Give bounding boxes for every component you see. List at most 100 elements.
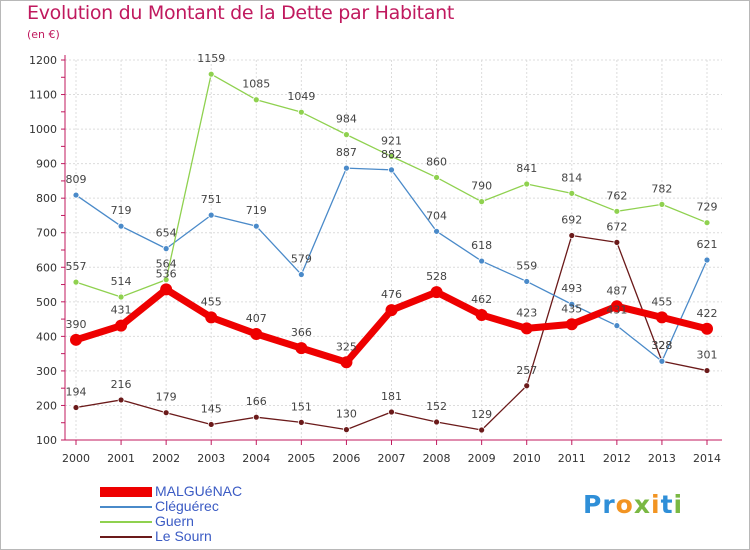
data-label-guern: 984	[336, 113, 357, 126]
data-label-cleguerec: 882	[381, 148, 402, 161]
data-label-cleguerec: 719	[246, 204, 267, 217]
data-label-malguenac: 536	[156, 267, 177, 280]
data-point-cleguerec	[568, 300, 576, 308]
data-point-le-sourn	[72, 404, 80, 411]
data-label-cleguerec: 431	[606, 304, 627, 317]
data-label-cleguerec: 621	[697, 238, 718, 251]
data-point-le-sourn	[162, 409, 170, 417]
legend-swatch-guern	[100, 521, 152, 523]
data-labels: 194 216 179 145 166 151 130 181 152 129 257 692 672 3…	[66, 52, 718, 421]
data-label-guern: 557	[66, 260, 87, 273]
data-point-cleguerec	[703, 256, 711, 264]
data-label-guern: 814	[561, 171, 582, 184]
data-label-malguenac: 476	[381, 288, 402, 301]
data-point-guern	[343, 131, 350, 139]
data-point-malguenac	[70, 333, 82, 346]
data-point-malguenac	[520, 322, 533, 335]
data-point-guern	[703, 219, 711, 227]
data-point-cleguerec	[388, 166, 395, 174]
axes: 100 200 300 400 500 600 700 800 900 1000 1100 1200 2…	[29, 54, 722, 465]
data-label-le-sourn: 194	[66, 386, 87, 399]
data-label-le-sourn: 672	[606, 220, 627, 233]
data-label-le-sourn: 301	[697, 349, 718, 362]
legend-swatch-malguenac	[100, 487, 152, 497]
data-point-le-sourn	[568, 232, 576, 239]
legend-label-le-sourn: Le Sourn	[155, 528, 212, 544]
x-tick-label: 2000	[62, 452, 90, 465]
data-label-le-sourn: 130	[336, 408, 357, 421]
data-point-malguenac	[701, 322, 713, 335]
legend-label-cleguerec: Cléguérec	[155, 498, 219, 514]
data-point-guern	[162, 276, 170, 284]
data-label-cleguerec: 328	[651, 339, 672, 352]
data-label-le-sourn: 152	[426, 400, 447, 413]
data-point-malguenac	[340, 356, 353, 369]
data-label-malguenac: 422	[697, 307, 718, 320]
x-tick-label: 2007	[378, 452, 406, 465]
data-label-guern: 1159	[197, 52, 225, 65]
x-tick-label: 2006	[332, 452, 360, 465]
data-point-guern	[568, 189, 576, 197]
y-tick-label: 1000	[29, 123, 57, 136]
x-tick-label: 2010	[513, 452, 541, 465]
legend: MALGUéNAC Cléguérec Guern Le Sourn	[100, 483, 320, 544]
data-point-le-sourn	[433, 418, 440, 426]
x-tick-label: 2013	[648, 452, 676, 465]
x-tick-label: 2004	[242, 452, 270, 465]
data-point-cleguerec	[207, 211, 215, 219]
data-point-malguenac	[430, 286, 443, 299]
data-label-le-sourn: 129	[471, 408, 492, 421]
data-point-cleguerec	[117, 222, 125, 230]
legend-swatch-le-sourn	[100, 536, 152, 538]
data-label-malguenac: 325	[336, 340, 357, 353]
x-tick-label: 2001	[107, 452, 135, 465]
data-point-malguenac	[565, 318, 578, 331]
data-label-le-sourn: 166	[246, 395, 267, 408]
data-label-malguenac: 435	[561, 302, 582, 315]
data-point-guern	[388, 152, 395, 160]
data-label-le-sourn: 692	[561, 213, 582, 226]
x-tick-label: 2012	[603, 452, 631, 465]
data-label-guern: 564	[156, 258, 177, 271]
data-label-guern: 1085	[242, 78, 270, 91]
data-label-cleguerec: 493	[561, 282, 582, 295]
data-label-le-sourn: 216	[111, 378, 132, 391]
data-point-le-sourn	[478, 426, 486, 434]
data-label-malguenac: 366	[291, 326, 312, 339]
legend-label-malguenac: MALGUéNAC	[155, 483, 243, 499]
data-label-malguenac: 423	[516, 306, 537, 319]
y-tick-label: 400	[36, 330, 57, 343]
data-point-malguenac	[250, 327, 263, 340]
data-point-malguenac	[475, 308, 488, 321]
data-label-malguenac: 528	[426, 270, 447, 283]
y-tick-label: 1100	[29, 89, 57, 102]
legend-item-le-sourn: Le Sourn	[100, 528, 320, 544]
chart-title: Evolution du Montant de la Dette par Hab…	[27, 2, 455, 24]
data-point-malguenac	[295, 342, 308, 355]
data-point-le-sourn	[252, 413, 260, 421]
x-tick-label: 2014	[693, 452, 721, 465]
data-label-cleguerec: 887	[336, 146, 357, 159]
data-label-cleguerec: 654	[156, 227, 177, 240]
data-point-guern	[252, 96, 260, 104]
data-label-malguenac: 431	[111, 304, 132, 317]
data-point-guern	[658, 200, 666, 208]
data-label-malguenac: 462	[471, 293, 492, 306]
data-label-cleguerec: 809	[66, 173, 87, 186]
data-point-cleguerec	[658, 357, 666, 365]
x-tick-label: 2011	[558, 452, 586, 465]
data-point-le-sourn	[703, 367, 711, 374]
data-label-malguenac: 455	[651, 295, 672, 308]
x-tick-label: 2002	[152, 452, 180, 465]
data-label-cleguerec: 751	[201, 193, 222, 206]
data-label-malguenac: 390	[66, 318, 87, 331]
data-label-le-sourn: 179	[156, 391, 177, 404]
data-point-cleguerec	[433, 227, 440, 235]
legend-swatch-cleguerec	[100, 506, 152, 508]
data-point-malguenac	[115, 319, 128, 332]
data-point-cleguerec	[343, 164, 350, 172]
data-label-cleguerec: 618	[471, 239, 492, 252]
proxiti-logo: Proxiti	[583, 490, 684, 519]
data-point-guern	[72, 278, 80, 286]
